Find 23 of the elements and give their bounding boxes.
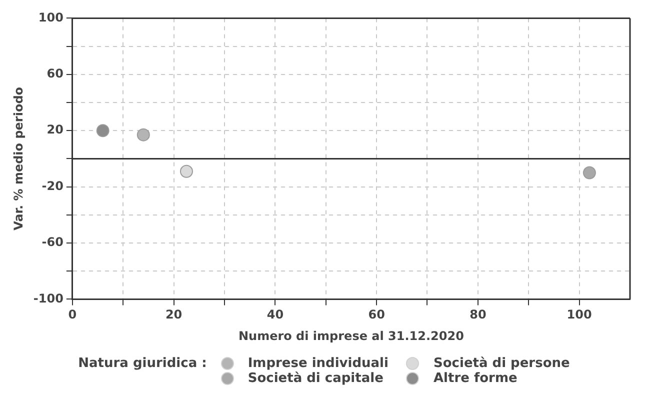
point [96,124,110,138]
y-tick-label: -20 [42,178,64,193]
legend-label: Altre forme [433,371,518,386]
x-tick-label: 0 [68,308,77,322]
x-tick-label: 100 [566,308,592,322]
x-tick-label: 20 [165,308,182,322]
point [136,128,150,142]
point [582,166,596,180]
y-tick-label: -100 [33,291,64,306]
legend-title: Natura giuridica : [78,356,207,371]
y-tick-label: 20 [46,122,64,137]
x-tick-label: 60 [368,308,385,322]
y-tick-label: -60 [42,235,64,250]
point [180,164,193,178]
y-tick-label: 100 [38,10,64,24]
x-axis-title: Numero di imprese al 31.12.2020 [238,328,464,343]
y-axis-title: Var. % medio periodo [11,86,26,230]
y-tick-label: 60 [46,66,64,81]
x-tick-label: 80 [470,308,486,322]
legend-label: Imprese individuali [248,356,388,371]
legend-label: Società di capitale [248,371,384,386]
legend-label: Società di persone [433,356,570,371]
x-tick-label: 40 [266,308,284,322]
